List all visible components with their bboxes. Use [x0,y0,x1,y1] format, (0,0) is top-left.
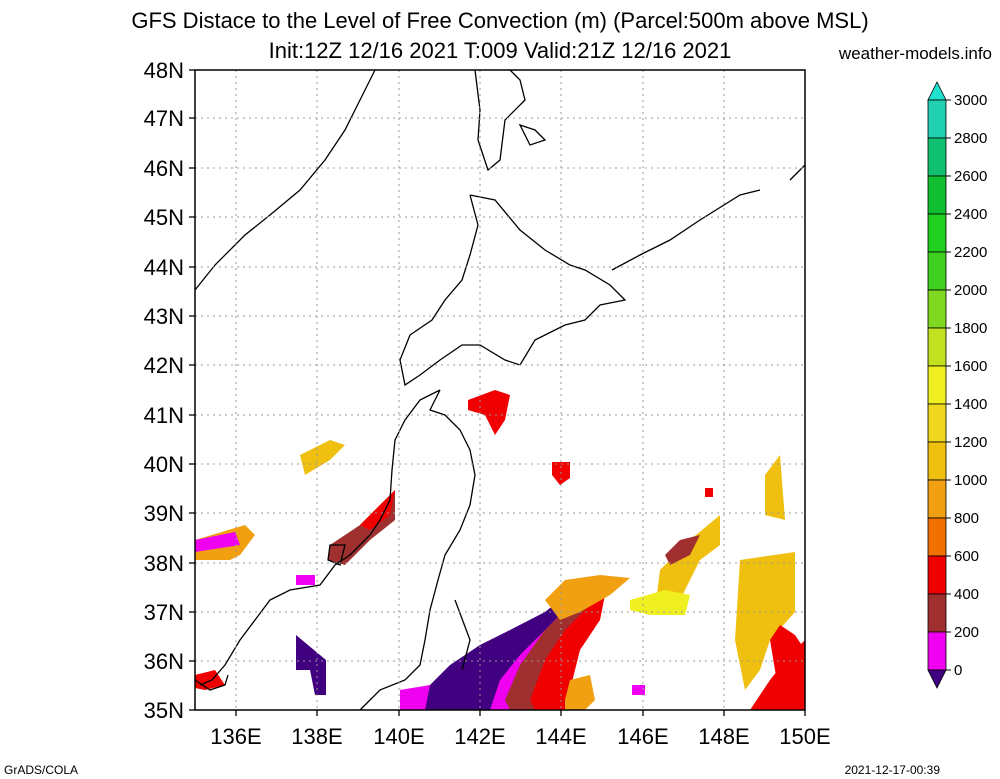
lat-label: 46N [144,156,184,181]
lat-label: 40N [144,452,184,477]
lon-label: 148E [698,724,749,749]
colorbar-label: 0 [954,662,962,679]
colorbar-swatch [927,479,947,519]
site-name: weather-models.info [838,44,992,63]
coastline-layer [194,69,806,711]
colorbar-label: 1000 [954,472,987,489]
colorbar-label: 2800 [954,130,987,147]
lon-label: 136E [210,724,261,749]
colorbar-swatch [927,403,947,443]
lat-label: 35N [144,698,184,723]
field-layer [195,390,805,710]
colorbar-label: 400 [954,586,979,603]
colorbar-swatch [927,175,947,215]
colorbar-label: 2600 [954,168,987,185]
colorbar-swatch [927,327,947,367]
map-title: GFS Distace to the Level of Free Convect… [131,8,869,33]
lon-label: 146E [617,724,668,749]
lon-label: 142E [454,724,505,749]
colorbar-swatch [927,365,947,405]
colorbar-swatch [927,213,947,253]
footer-credit: GrADS/COLA [4,763,79,777]
axis-ticks [189,69,806,716]
lon-label: 144E [535,724,586,749]
colorbar-swatch [927,593,947,633]
colorbar-label: 2200 [954,244,987,261]
colorbar-label: 1200 [954,434,987,451]
colorbar-swatch [927,289,947,329]
lat-label: 41N [144,403,184,428]
map-subtitle: Init:12Z 12/16 2021 T:009 Valid:21Z 12/1… [268,38,732,63]
lon-label: 140E [373,724,424,749]
lon-label: 150E [779,724,830,749]
lat-label: 42N [144,353,184,378]
colorbar-label: 800 [954,510,979,527]
colorbar-swatch [927,251,947,291]
lat-label: 45N [144,205,184,230]
lat-label: 47N [144,106,184,131]
colorbar-swatch [927,137,947,177]
lat-label: 44N [144,255,184,280]
lat-label: 48N [144,58,184,83]
colorbar-swatch [927,81,947,101]
colorbar-label: 200 [954,624,979,641]
colorbar-label: 2000 [954,282,987,299]
colorbar-swatch [927,441,947,481]
colorbar: 3000280026002400220020001800160014001200… [927,81,987,689]
colorbar-swatch [927,555,947,595]
colorbar-swatch [927,517,947,557]
colorbar-label: 1800 [954,320,987,337]
colorbar-swatch [927,669,947,689]
footer-timestamp: 2021-12-17-00:39 [844,763,940,777]
lat-label: 38N [144,551,184,576]
lat-label: 37N [144,600,184,625]
lat-label: 43N [144,304,184,329]
colorbar-swatch [927,99,947,139]
colorbar-label: 3000 [954,92,987,109]
gridlines [195,70,805,710]
lat-label: 36N [144,649,184,674]
colorbar-label: 1600 [954,358,987,375]
lon-label: 138E [291,724,342,749]
colorbar-label: 1400 [954,396,987,413]
longitude-labels: 136E 138E 140E 142E 144E 146E 148E 150E [210,724,830,749]
map-frame [194,69,806,711]
lat-label: 39N [144,501,184,526]
latitude-labels: 48N 47N 46N 45N 44N 43N 42N 41N 40N 39N … [144,58,184,723]
colorbar-label: 600 [954,548,979,565]
colorbar-label: 2400 [954,206,987,223]
colorbar-swatch [927,631,947,671]
